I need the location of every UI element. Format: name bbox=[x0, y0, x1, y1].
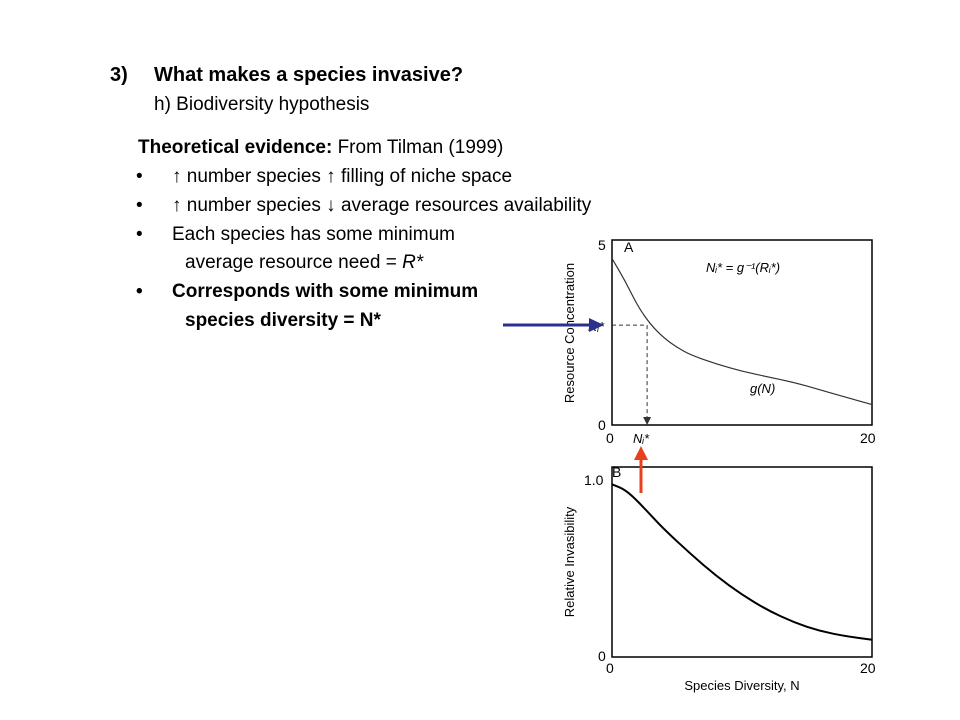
bullet-text: Corresponds with some minimum bbox=[172, 281, 479, 302]
panel-a-frame bbox=[611, 239, 873, 426]
panel-a-xtick-max: 20 bbox=[860, 430, 876, 446]
panel-a-label: A bbox=[624, 239, 634, 255]
bullet-4-continuation: species diversity = N* bbox=[185, 310, 381, 331]
blue-arrow-head bbox=[589, 318, 604, 332]
panel-a-ytick-min: 0 bbox=[598, 417, 606, 433]
panel-b: B 1.0 0 0 20 Relative Invasibility Speci… bbox=[562, 464, 876, 693]
bullet-4: • Corresponds with some minimum bbox=[136, 281, 478, 303]
panel-a-curve-label: g(N) bbox=[750, 381, 775, 396]
panel-a-ytick-max: 5 bbox=[598, 237, 606, 253]
panel-a: A 5 0 0 20 Resource Concentration Nᵢ* = … bbox=[562, 237, 876, 446]
slide-subheading: h) Biodiversity hypothesis bbox=[154, 94, 370, 115]
bullet-symbol: • bbox=[136, 281, 143, 302]
bullet-text: ↑ number species ↓ average resources ava… bbox=[172, 195, 592, 216]
bullet-symbol: • bbox=[136, 195, 143, 216]
evidence-line: Theoretical evidence: From Tilman (1999) bbox=[138, 137, 503, 159]
bullet-3: • Each species has some minimum bbox=[136, 224, 455, 246]
continuation-text: average resource need = bbox=[185, 252, 403, 273]
evidence-label: Theoretical evidence: bbox=[138, 137, 333, 158]
panel-b-xlabel: Species Diversity, N bbox=[684, 678, 799, 693]
panel-a-series-line bbox=[611, 258, 873, 406]
panel-b-frame bbox=[611, 466, 873, 658]
panel-b-xtick-min: 0 bbox=[606, 660, 614, 676]
evidence-source: From Tilman (1999) bbox=[332, 137, 504, 158]
bullet-3-continuation: average resource need = R* bbox=[185, 252, 423, 274]
annotation-arrows bbox=[503, 318, 648, 493]
panel-b-xtick-max: 20 bbox=[860, 660, 876, 676]
bullet-text: ↑ number species ↑ filling of niche spac… bbox=[172, 166, 513, 187]
heading-text: What makes a species invasive? bbox=[154, 64, 464, 86]
panel-b-series-line bbox=[611, 483, 873, 641]
panel-a-xtick-min: 0 bbox=[606, 430, 614, 446]
heading-number: 3) bbox=[110, 64, 128, 86]
panel-b-ylabel: Relative Invasibility bbox=[562, 506, 577, 617]
bullet-symbol: • bbox=[136, 166, 143, 187]
red-arrow-head bbox=[634, 446, 648, 460]
panel-b-ytick-min: 0 bbox=[598, 648, 606, 664]
panel-b-ytick-max: 1.0 bbox=[584, 472, 604, 488]
panel-a-marker-arrowhead bbox=[643, 417, 652, 425]
panel-a-ylabel: Resource Concentration bbox=[562, 263, 577, 403]
bullet-text: Each species has some minimum bbox=[172, 224, 455, 245]
panel-a-equation: Nᵢ* = g⁻¹(Rᵢ*) bbox=[706, 260, 780, 275]
bullet-1: • ↑ number species ↑ filling of niche spa… bbox=[136, 166, 512, 188]
bullet-symbol: • bbox=[136, 224, 143, 245]
panel-a-marker-x-label: Nᵢ* bbox=[633, 431, 650, 446]
bullet-2: • ↑ number species ↓ average resources av… bbox=[136, 195, 591, 217]
slide-heading: 3) What makes a species invasive? bbox=[110, 64, 463, 87]
r-star-var: R* bbox=[402, 252, 424, 273]
panel-b-label: B bbox=[612, 464, 621, 480]
